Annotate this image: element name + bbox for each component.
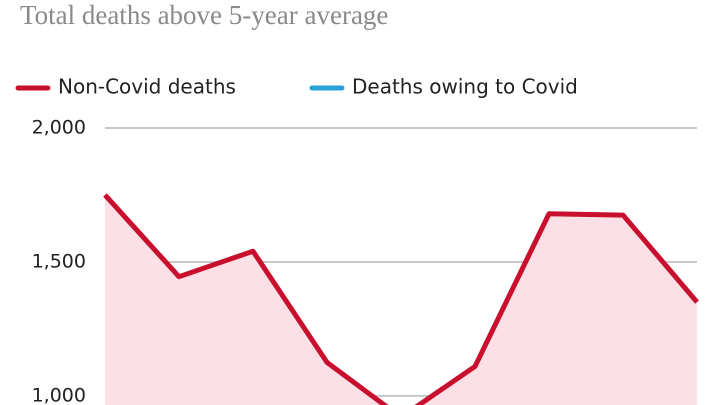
chart-title: Total deaths above 5-year average (20, 0, 388, 30)
line (103, 193, 699, 405)
legend-label: Deaths owing to Covid (352, 75, 578, 99)
legend-label: Non-Covid deaths (58, 75, 236, 99)
area (105, 194, 697, 405)
y-tick-label: 2,000 (32, 117, 86, 139)
y-tick-label: 1,000 (32, 384, 86, 405)
y-tick-label: 1,500 (32, 250, 86, 272)
